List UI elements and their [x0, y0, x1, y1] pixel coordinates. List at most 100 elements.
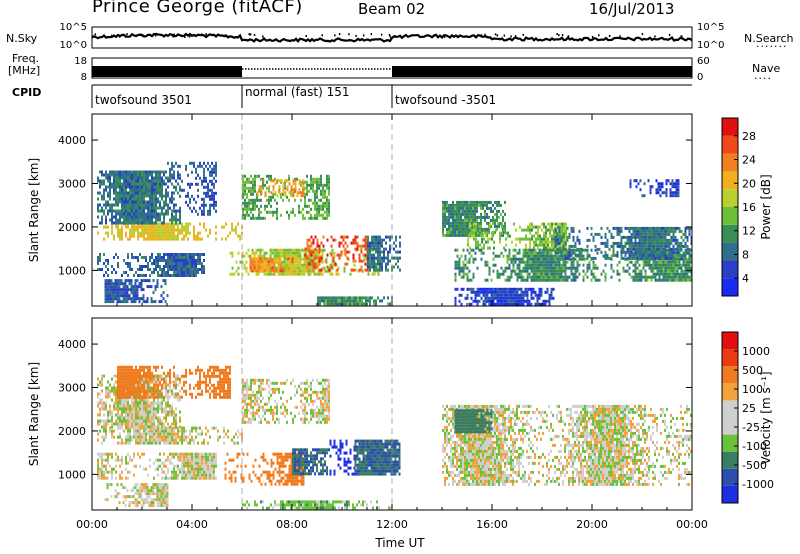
- heatmap-cell: [199, 222, 201, 226]
- heatmap-cell: [549, 225, 551, 229]
- heatmap-cell: [618, 272, 621, 276]
- heatmap-cell: [570, 226, 573, 230]
- heatmap-cell: [147, 203, 149, 207]
- heatmap-cell: [476, 299, 479, 303]
- heatmap-cell: [287, 254, 290, 258]
- heatmap-cell: [175, 218, 177, 222]
- heatmap-cell: [670, 241, 673, 245]
- heatmap-cell: [310, 177, 312, 181]
- heatmap-cell: [364, 262, 367, 266]
- heatmap-cell: [566, 275, 569, 279]
- heatmap-cell: [532, 251, 535, 255]
- heatmap-cell: [466, 224, 468, 228]
- heatmap-cell: [532, 287, 535, 291]
- heatmap-cell: [310, 183, 312, 187]
- heatmap-cell: [526, 278, 529, 282]
- heatmap-cell: [135, 185, 137, 189]
- heatmap-cell: [682, 257, 685, 261]
- heatmap-cell: [543, 243, 545, 247]
- heatmap-cell: [496, 269, 499, 273]
- heatmap-cell: [497, 222, 499, 226]
- heatmap-cell: [317, 296, 319, 300]
- heatmap-cell: [496, 218, 498, 222]
- heatmap-cell: [518, 293, 521, 297]
- heatmap-cell: [179, 176, 181, 180]
- heatmap-cell: [452, 209, 454, 213]
- heatmap-cell: [137, 274, 139, 277]
- heatmap-cell: [258, 216, 260, 220]
- station-title: Prince George (fitACF): [92, 0, 303, 17]
- heatmap-cell: [173, 222, 175, 226]
- heatmap-cell: [525, 237, 527, 241]
- heatmap-cell: [137, 191, 139, 195]
- heatmap-cell: [295, 263, 298, 267]
- heatmap-cell: [279, 248, 282, 252]
- heatmap-cell: [476, 209, 478, 213]
- heatmap-cell: [203, 212, 205, 216]
- heatmap-cell: [350, 241, 353, 245]
- heatmap-cell: [661, 185, 664, 189]
- heatmap-cell: [468, 212, 470, 216]
- heatmap-cell: [141, 194, 143, 198]
- heatmap-cell: [292, 188, 295, 192]
- heatmap-cell: [656, 269, 659, 273]
- heatmap-cell: [550, 287, 553, 291]
- heatmap-cell: [630, 253, 633, 257]
- heatmap-cell: [137, 197, 139, 201]
- heatmap-cell: [530, 263, 533, 267]
- heatmap-cell: [132, 288, 135, 292]
- heatmap-cell: [103, 179, 105, 183]
- heatmap-cell: [127, 438, 129, 442]
- heatmap-cell: [143, 221, 145, 225]
- heatmap-cell: [314, 262, 317, 266]
- heatmap-cell: [261, 248, 264, 252]
- heatmap-cell: [660, 229, 663, 233]
- heatmap-cell: [474, 215, 476, 219]
- heatmap-cell: [134, 294, 137, 298]
- heatmap-cell: [686, 275, 689, 279]
- heatmap-cell: [470, 209, 472, 213]
- heatmap-cell: [177, 222, 179, 226]
- heatmap-cell: [175, 215, 177, 219]
- heatmap-cell: [101, 218, 103, 222]
- heatmap-cell: [118, 291, 121, 295]
- heatmap-cell: [129, 173, 131, 177]
- heatmap-cell: [275, 260, 278, 264]
- heatmap-cell: [565, 243, 567, 247]
- heatmap-cell: [276, 180, 278, 184]
- heatmap-cell: [508, 293, 511, 297]
- heatmap-cell: [680, 266, 683, 270]
- heatmap-cell: [129, 429, 131, 433]
- beam-title: Beam 02: [358, 0, 426, 18]
- heatmap-cell: [540, 278, 543, 282]
- heatmap-cell: [470, 290, 473, 294]
- heatmap-cell: [574, 241, 577, 245]
- heatmap-cell: [259, 254, 262, 258]
- heatmap-cell: [161, 209, 163, 213]
- heatmap-cell: [145, 231, 147, 235]
- heatmap-cell: [568, 247, 571, 251]
- heatmap-cell: [557, 243, 559, 247]
- heatmap-cell: [369, 302, 371, 306]
- heatmap-cell: [207, 185, 209, 189]
- heatmap-cell: [543, 222, 545, 226]
- heatmap-cell: [498, 275, 501, 279]
- heatmap-cell: [263, 272, 266, 276]
- heatmap-cell: [138, 285, 141, 289]
- heatmap-cell: [454, 296, 457, 300]
- heatmap-cell: [558, 247, 561, 251]
- heatmap-cell: [125, 197, 127, 201]
- heatmap-cell: [520, 287, 523, 291]
- heatmap-cell: [646, 232, 649, 236]
- heatmap-cell: [129, 234, 131, 238]
- heatmap-cell: [110, 288, 113, 292]
- heatmap-cell: [203, 167, 205, 171]
- heatmap-cell: [121, 228, 123, 232]
- heatmap-cell: [510, 275, 513, 279]
- heatmap-cell: [291, 248, 294, 252]
- heatmap-cell: [578, 250, 581, 254]
- heatmap-cell: [442, 230, 444, 234]
- heatmap-cell: [510, 257, 513, 261]
- nsky-spike: [556, 33, 558, 36]
- heatmap-cell: [554, 238, 557, 242]
